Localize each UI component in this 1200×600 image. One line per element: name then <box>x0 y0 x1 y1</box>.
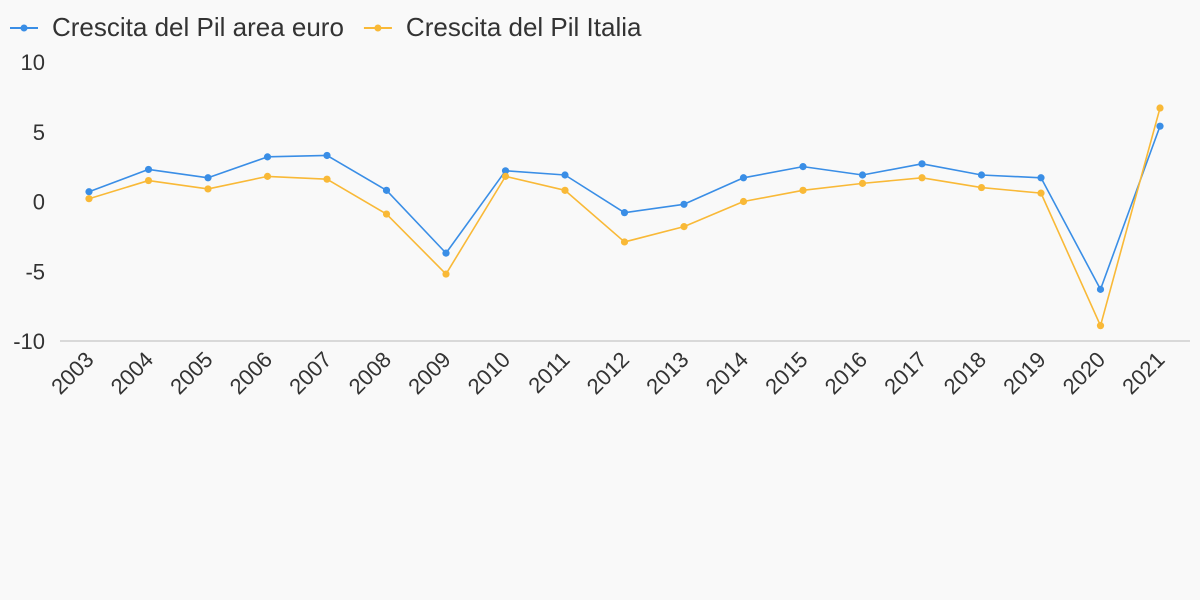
data-point-1-2009[interactable] <box>442 270 450 278</box>
series-0 <box>85 122 1164 293</box>
data-point-0-2015[interactable] <box>799 163 807 171</box>
data-point-0-2004[interactable] <box>144 165 153 174</box>
x-tick-label: 2008 <box>344 347 396 399</box>
series-line-1 <box>88 107 1161 327</box>
series-1 <box>85 104 1164 330</box>
data-point-0-2018[interactable] <box>977 171 986 179</box>
data-point-1-2018[interactable] <box>977 183 986 192</box>
data-point-0-2011[interactable] <box>561 171 569 179</box>
data-point-0-2021[interactable] <box>1156 122 1164 130</box>
x-tick-label: 2007 <box>284 347 336 399</box>
legend-item-1[interactable]: Crescita del Pil Italia <box>363 12 642 42</box>
data-point-0-2013[interactable] <box>680 200 688 208</box>
x-tick-label: 2012 <box>582 347 634 399</box>
data-point-1-2003[interactable] <box>85 195 93 203</box>
x-tick-label: 2004 <box>106 347 158 399</box>
x-tick-label: 2020 <box>1058 347 1110 399</box>
x-tick-label: 2013 <box>641 347 693 399</box>
x-tick-label: 2016 <box>820 347 872 399</box>
data-point-0-2016[interactable] <box>858 171 867 179</box>
x-tick-label: 2010 <box>463 347 515 399</box>
legend-marker-1 <box>374 24 382 32</box>
x-tick-label: 2021 <box>1117 347 1169 399</box>
x-tick-label: 2011 <box>523 347 574 398</box>
data-point-1-2016[interactable] <box>858 179 867 187</box>
x-tick-label: 2019 <box>998 347 1050 399</box>
data-point-1-2011[interactable] <box>561 186 569 194</box>
data-point-0-2014[interactable] <box>739 174 748 182</box>
y-tick-label: 0 <box>33 190 45 215</box>
data-point-0-2005[interactable] <box>204 174 212 182</box>
data-point-0-2019[interactable] <box>1037 174 1045 182</box>
x-tick-label: 2006 <box>225 347 277 399</box>
y-axis: 10 5 0 -5 -10 <box>13 50 45 354</box>
data-point-0-2008[interactable] <box>382 186 391 194</box>
data-point-0-2007[interactable] <box>323 151 331 160</box>
data-point-1-2020[interactable] <box>1096 322 1105 330</box>
data-point-1-2010[interactable] <box>501 172 510 180</box>
series-layer <box>85 104 1164 330</box>
data-point-0-2012[interactable] <box>620 209 629 217</box>
data-point-1-2017[interactable] <box>918 174 926 182</box>
data-point-0-2010[interactable] <box>501 167 510 175</box>
data-point-1-2012[interactable] <box>620 238 629 246</box>
x-tick-label: 2003 <box>46 347 98 399</box>
data-point-1-2013[interactable] <box>680 223 688 231</box>
legend: Crescita del Pil area euro Crescita del P… <box>10 12 642 42</box>
data-point-0-2003[interactable] <box>85 188 93 196</box>
x-tick-label: 2015 <box>760 347 812 399</box>
data-point-1-2015[interactable] <box>799 186 807 194</box>
legend-item-0[interactable]: Crescita del Pil area euro <box>10 12 344 42</box>
x-tick-label: 2017 <box>879 347 931 399</box>
x-tick-label: 2014 <box>701 347 753 399</box>
x-tick-label: 2009 <box>403 347 455 399</box>
data-point-0-2009[interactable] <box>442 249 450 257</box>
data-point-0-2017[interactable] <box>918 160 926 168</box>
data-point-1-2006[interactable] <box>263 172 272 180</box>
data-point-1-2008[interactable] <box>382 210 391 218</box>
series-line-0 <box>88 125 1161 291</box>
data-point-1-2005[interactable] <box>204 185 212 193</box>
x-tick-label: 2018 <box>939 347 991 399</box>
y-tick-label: -5 <box>25 259 45 284</box>
y-tick-label: -10 <box>13 329 45 354</box>
data-point-1-2004[interactable] <box>144 176 153 185</box>
data-point-0-2006[interactable] <box>263 153 272 161</box>
x-axis: 2003 2004 2005 2006 2007 2008 2009 2010 2011 2012… <box>46 340 1190 399</box>
data-point-1-2019[interactable] <box>1037 189 1045 197</box>
data-point-1-2014[interactable] <box>739 197 748 206</box>
data-point-0-2020[interactable] <box>1096 285 1105 293</box>
x-tick-label: 2005 <box>165 347 217 399</box>
data-point-1-2007[interactable] <box>323 175 331 183</box>
legend-label-0: Crescita del Pil area euro <box>52 12 344 42</box>
y-tick-label: 10 <box>21 50 45 75</box>
legend-marker-0 <box>20 24 28 32</box>
y-tick-label: 5 <box>33 120 45 145</box>
data-point-1-2021[interactable] <box>1156 104 1164 112</box>
legend-label-1: Crescita del Pil Italia <box>406 12 642 42</box>
